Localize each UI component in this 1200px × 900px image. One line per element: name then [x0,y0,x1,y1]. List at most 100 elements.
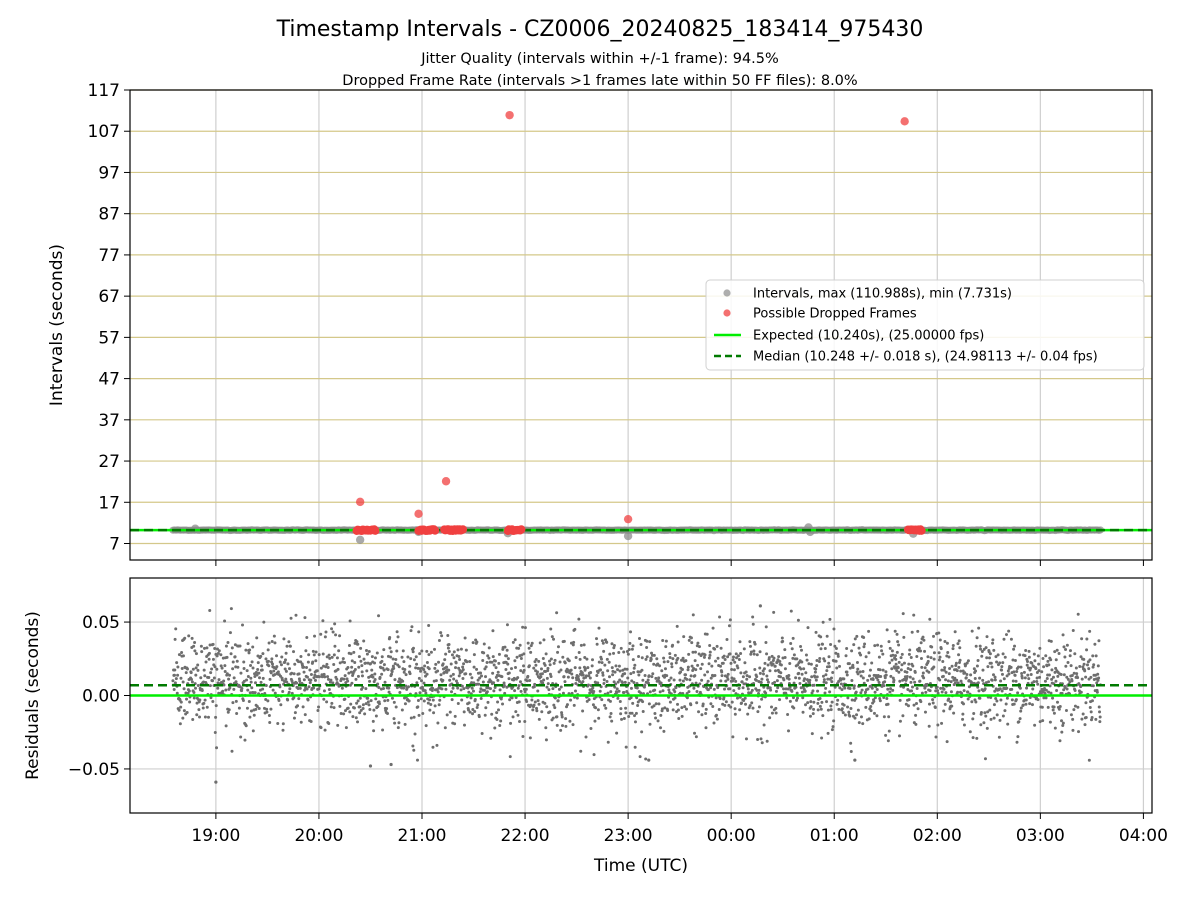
residual-point [526,641,530,645]
residual-point [1096,678,1100,682]
residual-point [202,668,206,672]
residual-point [367,649,371,653]
residual-point [586,666,590,670]
residual-point [731,658,735,662]
residual-point [283,658,287,662]
residual-point [842,703,846,707]
residual-point [578,666,582,670]
residual-point [1034,667,1038,671]
residual-point [712,721,716,725]
residual-point [258,676,262,680]
residual-point [563,661,567,665]
residual-point [695,689,699,693]
residual-point [897,660,901,664]
residual-point [713,673,717,677]
residual-point [1035,676,1039,680]
residual-point [1020,676,1024,680]
residual-point [389,650,393,654]
residual-point [281,728,285,732]
residual-point [338,634,342,638]
residual-point [544,738,548,742]
residual-point [255,636,259,640]
residual-point [837,707,841,711]
residual-point [900,652,904,656]
residual-point [905,674,909,678]
residual-point [298,679,302,683]
residual-point [341,657,345,661]
residual-point [791,656,795,660]
residual-point [213,646,217,650]
residual-point [1082,657,1086,661]
top-ytick-label: 67 [98,287,120,307]
residual-point [602,682,606,686]
residual-point [211,657,215,661]
residual-point [400,708,404,712]
residual-point [326,666,330,670]
residual-point [476,678,480,682]
residual-point [938,678,942,682]
residual-point [962,723,966,727]
residual-point [1084,701,1088,705]
residual-point [629,630,633,634]
residual-point [214,704,218,708]
residual-point [191,667,195,671]
residual-point [629,686,633,690]
residual-point [479,674,483,678]
residual-point [357,665,361,669]
residual-point [839,682,843,686]
residual-point [640,668,644,672]
residual-point [223,619,227,623]
residual-point [977,626,981,630]
residual-point [189,671,193,675]
residual-point [772,610,776,614]
residual-point [297,672,301,676]
residual-point [363,712,367,716]
residual-point [265,710,269,714]
residual-point [484,706,488,710]
residual-point [357,655,361,659]
residual-point [499,719,503,723]
residual-point [877,655,881,659]
residual-point [771,659,775,663]
residual-point [939,647,943,651]
residual-point [203,698,207,702]
residual-point [352,706,356,710]
residual-point [815,659,819,663]
residual-point [645,639,649,643]
residual-point [440,687,444,691]
residual-point [513,659,517,663]
residual-point [900,663,904,667]
residual-point [754,678,758,682]
residual-point [450,690,454,694]
residual-point [1007,672,1011,676]
residual-point [1049,639,1053,643]
residual-point [212,676,216,680]
residual-point [973,677,977,681]
residual-point [926,655,930,659]
residual-point [971,717,975,721]
residual-point [923,649,927,653]
residual-point [497,708,501,712]
residual-point [641,700,645,704]
residual-point [905,670,909,674]
residual-point [564,717,568,721]
residual-point [992,716,996,720]
residual-point [855,713,859,717]
residual-point [1011,658,1015,662]
residual-point [224,644,228,648]
residual-point [194,652,198,656]
residual-point [834,647,838,651]
residual-point [660,669,664,673]
residual-point [365,669,369,673]
residual-point [319,666,323,670]
residual-point [856,672,860,676]
residual-point [292,672,296,676]
residual-point [970,700,974,704]
residual-point [703,653,707,657]
residual-point [488,687,492,691]
residual-point [654,702,658,706]
residual-point [724,679,728,683]
residual-point [894,657,898,661]
residual-point [901,612,905,616]
residual-point [804,703,808,707]
